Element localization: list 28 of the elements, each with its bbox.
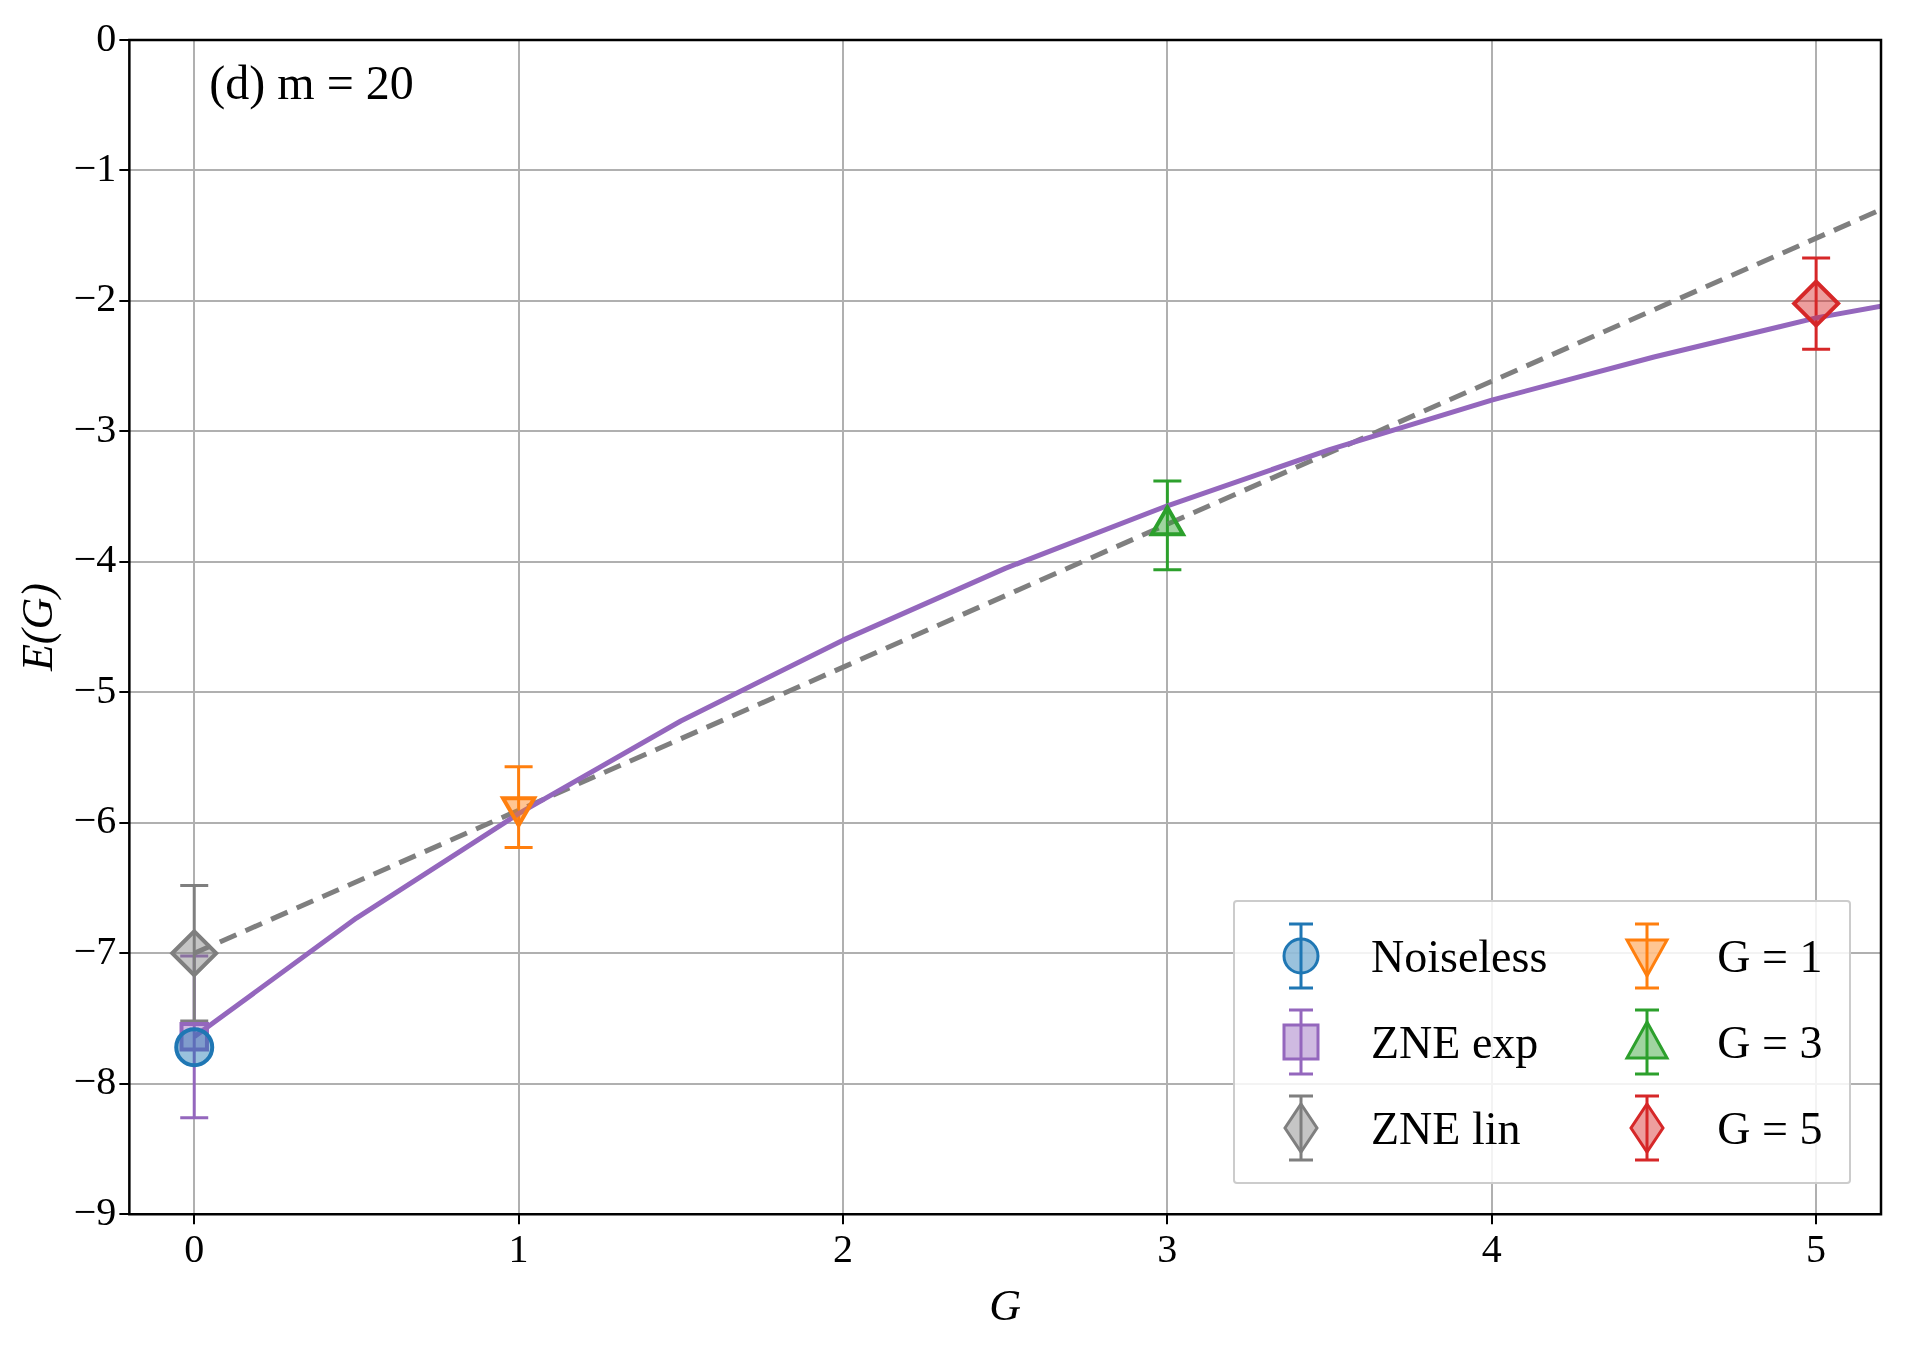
- y-tick-label: −6: [73, 797, 117, 843]
- x-tick-label: 1: [508, 1225, 529, 1271]
- legend-label: Noiseless: [1371, 929, 1548, 983]
- legend-label: G = 1: [1717, 929, 1823, 983]
- x-tick-label: 4: [1481, 1225, 1502, 1271]
- y-tick-label: −7: [73, 927, 117, 973]
- y-tick-label: −1: [73, 144, 117, 190]
- y-tick-label: −5: [73, 666, 117, 712]
- legend-label: ZNE exp: [1371, 1015, 1539, 1069]
- x-tick-label: 2: [832, 1225, 853, 1271]
- y-axis-title: E(G): [12, 583, 62, 673]
- x-tick-label: 5: [1806, 1225, 1827, 1271]
- legend-label: ZNE lin: [1371, 1101, 1521, 1155]
- y-tick-label: −9: [73, 1188, 117, 1234]
- x-axis-title: G: [989, 1281, 1022, 1331]
- x-tick-label: 0: [184, 1225, 205, 1271]
- y-tick-label: −2: [73, 275, 117, 321]
- point: [1792, 279, 1841, 328]
- y-tick-label: −8: [73, 1058, 117, 1104]
- legend-label: G = 5: [1717, 1101, 1823, 1155]
- y-tick-label: −4: [73, 536, 117, 582]
- annotation: (d) m = 20: [209, 55, 414, 110]
- x-tick-label: 3: [1157, 1225, 1178, 1271]
- y-tick-label: −3: [73, 405, 117, 451]
- y-tick-label: 0: [96, 14, 117, 60]
- point: [170, 929, 219, 978]
- legend-label: G = 3: [1717, 1015, 1823, 1069]
- point: [174, 1027, 215, 1068]
